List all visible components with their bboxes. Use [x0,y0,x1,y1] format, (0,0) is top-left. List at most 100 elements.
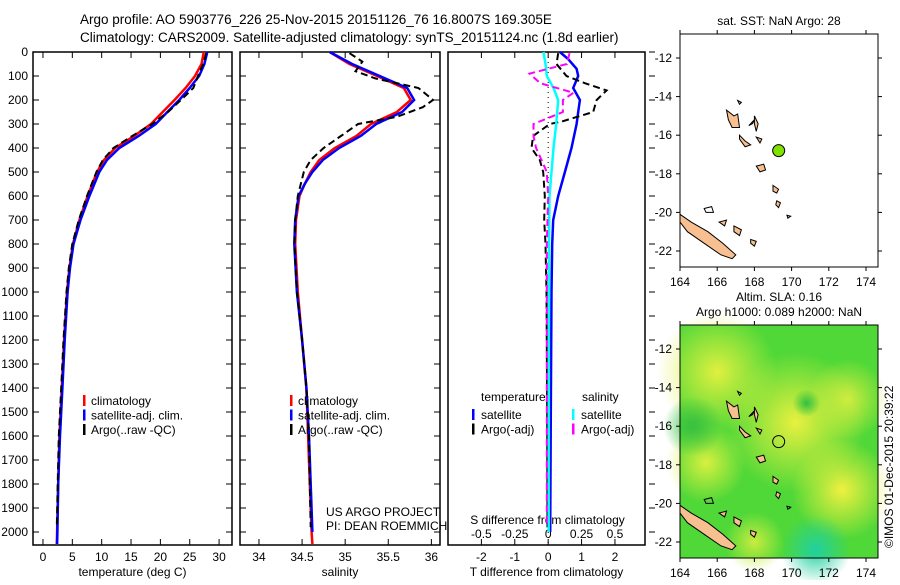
island [725,108,741,128]
x2-tick-label: -0.5 [471,527,492,541]
x-tick-label: 2 [612,550,619,564]
profile-panels: 0100200300400500600700800900100011001200… [1,45,655,579]
lat-tick-label: -16 [655,128,673,142]
map-frame [679,324,879,559]
y-tick-label: 1900 [1,501,28,515]
legend-label: climatology [298,394,358,408]
lon-tick-label: 170 [782,275,802,289]
legend-swatch [83,424,86,435]
island [753,406,759,423]
lat-tick-label: -20 [655,205,673,219]
island [733,516,742,528]
y-tick-label: 1400 [1,381,28,395]
plot-frame [447,51,646,546]
y-tick-label: 900 [8,261,28,275]
x-tick-label: 0 [40,550,47,564]
island [755,163,767,173]
legend-label: Argo(..raw -QC) [298,423,383,437]
y-tick-label: 700 [8,213,28,227]
legend-label: satellite [581,408,622,422]
series-line-argo-raw-qc- [55,52,208,528]
x-tick-label: 34 [252,550,266,564]
series-line-satellite-adj-clim- [293,50,416,533]
lat-tick-label: -20 [655,496,673,510]
legend-label: Argo(-adj) [481,423,534,437]
island [739,424,752,439]
island [753,115,759,132]
plot-frame [32,51,233,546]
legend-swatch [83,395,86,406]
y-tick-label: 1700 [1,453,28,467]
y-tick-label: 600 [8,189,28,203]
island [786,214,792,219]
lon-tick-label: 168 [744,275,764,289]
lon-tick-label: 168 [744,566,764,580]
x-axis-label: temperature (deg C) [78,565,186,579]
y-tick-label: 1300 [1,357,28,371]
island [755,427,763,435]
x-tick-label: 25 [183,550,197,564]
lat-tick-label: -12 [655,51,673,65]
y-tick-label: 800 [8,237,28,251]
plot-frame [239,51,441,546]
panel-temperature: 0100200300400500600700800900100011001200… [1,45,233,579]
lon-tick-label: 166 [707,275,727,289]
reef-outline [703,206,715,213]
island [717,510,728,518]
lon-tick-label: 172 [819,566,839,580]
legend-heading-salinity: salinity [582,390,619,404]
legend-heading-temperature: temperature [481,390,546,404]
island [736,99,743,106]
lat-tick-label: -18 [655,167,673,181]
series-line-argo-raw-qc- [293,52,435,528]
lon-tick-label: 174 [856,566,876,580]
x-axis-label: salinity [322,565,359,579]
argo-float-marker [772,435,786,449]
island [717,219,728,227]
lat-tick-label: -22 [655,244,673,258]
lat-tick-label: -14 [655,381,673,395]
lon-tick-label: 164 [670,275,690,289]
series-line-climatology [293,50,413,545]
legend-swatch [572,409,575,420]
island [679,213,737,260]
x-tick-label: 34.5 [290,550,314,564]
y-tick-label: 400 [8,141,28,155]
x2-tick-label: 0.5 [607,527,624,541]
x-tick-label: 30 [212,550,226,564]
island [725,399,741,419]
island [679,504,737,551]
x-tick-label: 10 [95,550,109,564]
island [739,133,752,148]
legend-swatch [83,409,86,421]
map-frame [679,33,879,268]
x-tick-label: 1 [578,550,585,564]
sla-anomaly-patch [807,359,888,440]
sla-anomaly-patch [663,396,724,457]
lon-tick-label: 164 [670,566,690,580]
legend-label: climatology [91,394,151,408]
sla-anomaly-patch [780,514,851,585]
sst-map: 164 166 168 170 172 174 -12 -14 -16 -18 -20 -22 sat.… [655,14,882,289]
y-tick-label: 500 [8,165,28,179]
argo-float-marker [772,144,786,158]
x-tick-label: 35.5 [377,550,401,564]
island [772,184,780,194]
x-tick-label: 35 [338,550,352,564]
map-title: sat. SST: NaN Argo: 28 [717,14,841,28]
y-tick-label: 100 [8,69,28,83]
island [736,390,743,397]
y-tick-label: 1000 [1,285,28,299]
figure-title-line1: Argo profile: AO 5903776_226 25-Nov-2015… [80,12,552,27]
imos-watermark: ©IMOS 01-Dec-2015 20:39:22 [882,385,896,548]
y-tick-label: 1100 [2,309,28,323]
legend-label: satellite [481,408,522,422]
y-tick-label: 300 [8,117,28,131]
legend-label: satellite-adj. clim. [298,409,390,423]
x-tick-label: -2 [476,550,487,564]
x-tick-label: 5 [69,550,76,564]
legend-label: Argo(-adj) [581,423,634,437]
panel-salinity: 34 34.5 35 35.5 36 salinity climatologysatelli… [239,50,447,579]
maps: 164 166 168 170 172 174 -12 -14 -16 -18 -20 -22 sat.… [655,14,892,585]
